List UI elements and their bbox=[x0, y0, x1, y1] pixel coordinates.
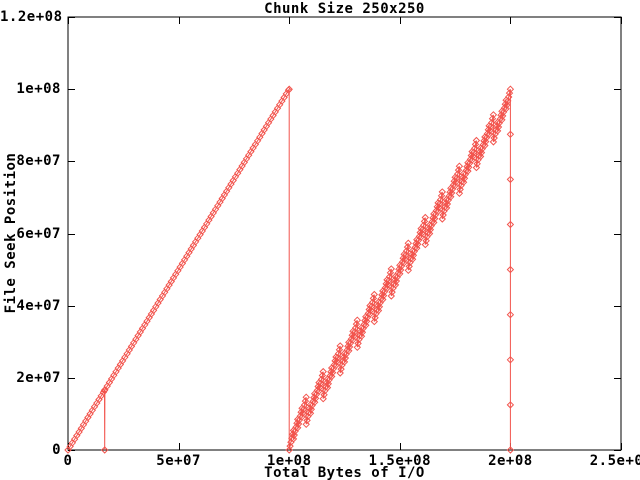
y-tick-label: 0 bbox=[52, 442, 61, 458]
y-tick-label: 6e+07 bbox=[16, 225, 61, 242]
x-tick-label: 1.5e+08 bbox=[368, 453, 432, 469]
x-tick-label: 2.5e+08 bbox=[589, 453, 640, 469]
y-tick-label: 4e+07 bbox=[16, 297, 61, 314]
x-tick-label: 1e+08 bbox=[266, 453, 312, 469]
x-tick-label: 2e+08 bbox=[488, 453, 533, 469]
series-markers bbox=[64, 85, 515, 454]
y-tick-label: 8e+07 bbox=[16, 153, 61, 170]
plot-border bbox=[67, 16, 622, 451]
series-line bbox=[67, 87, 511, 451]
chart-title: Chunk Size 250x250 bbox=[264, 1, 425, 17]
x-tick-label: 5e+07 bbox=[156, 453, 201, 469]
y-tick-label: 1.2e+08 bbox=[0, 9, 63, 25]
x-tick-label: 0 bbox=[63, 453, 73, 469]
y-tick-label: 2e+07 bbox=[16, 369, 61, 386]
x-axis-title: Total Bytes of I/O bbox=[264, 465, 425, 480]
y-tick-label: 1e+08 bbox=[16, 81, 61, 98]
axis-ticks bbox=[68, 17, 622, 451]
